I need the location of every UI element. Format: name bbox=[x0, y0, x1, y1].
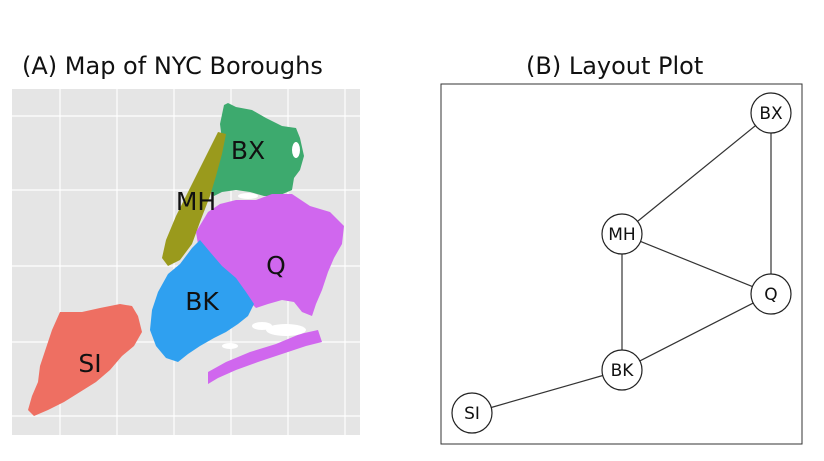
graph-node-si bbox=[451, 392, 493, 434]
graph-edge-bx-mh bbox=[637, 125, 756, 222]
borough-shape-bk bbox=[150, 240, 254, 362]
borough-label-bk: BK bbox=[185, 287, 219, 316]
borough-label-si: SI bbox=[78, 349, 101, 378]
layout-plot: BX MH Q BK SI bbox=[440, 83, 803, 445]
graph-node-bk bbox=[601, 349, 643, 391]
map-panel-title: (A) Map of NYC Boroughs bbox=[22, 52, 323, 80]
borough-map: BX MH Q BK SI bbox=[12, 89, 360, 435]
borough-shape-bx bbox=[210, 103, 304, 196]
graph-node-label-q: Q bbox=[764, 285, 777, 305]
graph-nodes: BX MH Q BK SI bbox=[451, 92, 792, 434]
graph-node-label-bk: BK bbox=[611, 361, 635, 381]
graph-node-label-mh: MH bbox=[608, 225, 635, 245]
map-water-features bbox=[222, 142, 306, 349]
borough-label-mh: MH bbox=[176, 187, 216, 216]
graph-edge-mh-q bbox=[640, 240, 753, 288]
layout-panel-title: (B) Layout Plot bbox=[526, 52, 704, 80]
graph-edges bbox=[491, 125, 772, 409]
graph-node-mh bbox=[601, 213, 643, 255]
borough-label-q: Q bbox=[266, 251, 286, 280]
graph-node-q bbox=[750, 273, 792, 315]
graph-node-bx bbox=[750, 92, 792, 134]
borough-shape-si bbox=[28, 304, 142, 416]
graph-edge-q-bk bbox=[639, 302, 754, 362]
borough-shape-mh bbox=[162, 132, 226, 266]
graph-node-label-si: SI bbox=[464, 404, 480, 424]
borough-shape-q-rockaway bbox=[208, 330, 322, 384]
borough-label-bx: BX bbox=[231, 136, 265, 165]
borough-shape-q bbox=[196, 194, 344, 316]
graph-edge-bk-si bbox=[491, 374, 603, 409]
graph-node-label-bx: BX bbox=[759, 104, 783, 124]
